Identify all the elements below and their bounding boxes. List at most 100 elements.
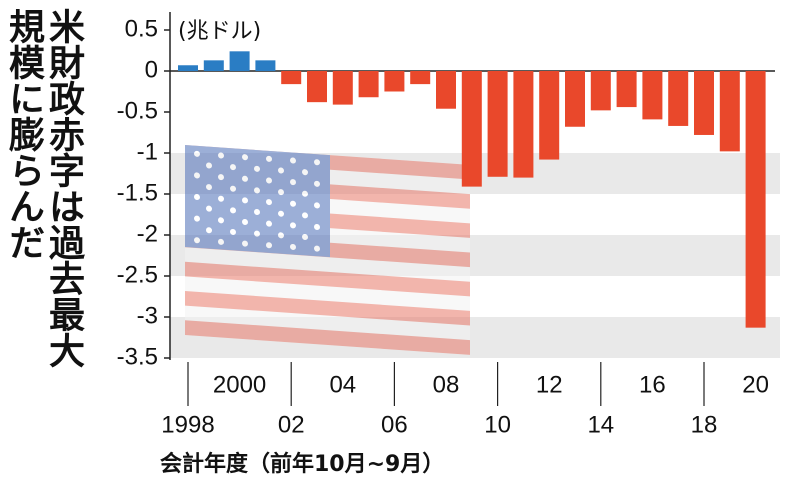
star [266,199,272,206]
star [314,224,320,231]
unit-label: (兆ドル) [178,19,261,44]
star [290,179,296,186]
bar [539,71,560,160]
star [266,242,272,249]
star [230,207,236,214]
x-tick-label: 14 [587,411,614,438]
x-tick-label: 1998 [161,411,214,438]
bar [384,71,405,92]
star [302,190,308,197]
star [206,205,212,212]
x-tick-label: 02 [278,411,305,438]
star [206,184,212,191]
bar [668,71,689,126]
star [242,154,248,161]
star [194,237,200,244]
star [242,175,248,182]
star [194,172,200,179]
star [302,169,308,176]
bar [203,60,224,71]
bar [410,71,431,85]
bar [513,71,534,178]
star [266,177,272,184]
y-tick-label: -2 [137,220,158,247]
star [278,232,284,239]
bar [307,71,327,103]
y-tick-label: 0 [145,56,158,83]
star [290,222,296,229]
star [230,228,236,235]
y-tick-label: 0.5 [125,15,158,42]
star [242,218,248,226]
star [218,195,224,202]
y-tick-label: -0.5 [117,97,158,124]
bar [461,71,482,187]
star [278,189,284,196]
x-tick-label: 16 [639,371,666,398]
star [218,174,224,181]
bar [487,71,508,177]
bar [436,71,456,109]
star [314,245,320,252]
y-tick-label: -1.5 [117,179,158,206]
star [230,164,236,171]
x-tick-label: 2000 [213,371,266,398]
star [290,200,296,207]
star [254,165,260,172]
y-tick-label: -3.5 [117,343,158,370]
bar [229,51,250,71]
star [218,217,224,224]
x-axis-label: 会計年度（前年10月~9月） [160,451,444,477]
star [290,157,296,164]
star [302,233,308,240]
star [230,185,236,192]
bar [332,71,353,105]
bar [358,71,379,98]
x-tick-label: 20 [742,371,769,398]
star [254,209,260,216]
x-tick-label: 18 [691,411,718,438]
star [302,212,308,219]
bar [255,60,276,71]
bar [590,71,611,111]
title-line: 米財政赤字は過去最大 [43,8,85,368]
bar [745,71,766,328]
x-tick-label: 12 [536,371,563,398]
bar [719,71,740,152]
bar [281,71,302,85]
bar [616,71,637,108]
star [314,202,320,209]
star [242,240,248,247]
star [266,220,272,227]
star [194,150,200,157]
flag [185,145,470,355]
bar [565,71,585,127]
title-line: 規模に膨らんだ [3,8,45,260]
y-tick-label: -1 [137,138,158,165]
x-tick-label: 04 [329,371,356,398]
bar [178,65,198,71]
star [254,187,260,194]
star [206,162,212,169]
star [278,167,284,174]
star [278,210,284,217]
bar [694,71,714,135]
star [242,197,248,204]
x-tick-label: 06 [381,411,408,438]
y-tick-label: -3 [137,302,158,329]
star [206,227,212,234]
x-tick-label: 08 [433,371,460,398]
star [254,230,260,237]
star [194,215,200,222]
star [314,159,320,166]
y-tick-label: -2.5 [117,261,158,288]
x-tick-label: 10 [484,411,511,438]
star [266,155,272,162]
star [314,180,320,187]
star [218,238,224,245]
star [194,194,200,201]
star [218,152,224,159]
bar [642,71,663,120]
star [290,243,296,250]
